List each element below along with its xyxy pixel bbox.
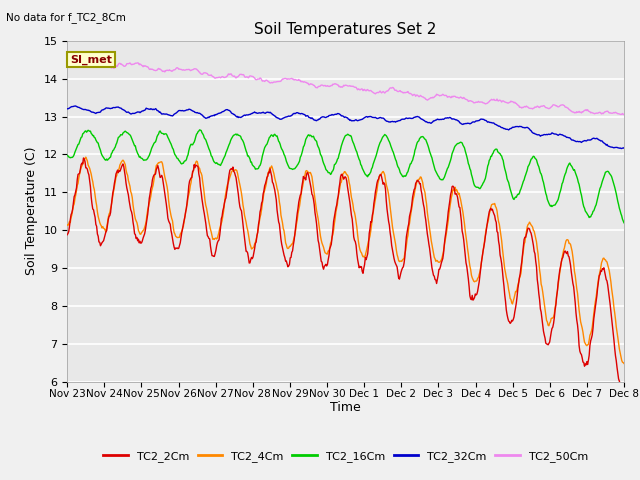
Text: No data for f_TC2_8Cm: No data for f_TC2_8Cm	[6, 12, 126, 23]
Title: Soil Temperatures Set 2: Soil Temperatures Set 2	[255, 22, 436, 37]
X-axis label: Time: Time	[330, 401, 361, 414]
Legend: TC2_2Cm, TC2_4Cm, TC2_16Cm, TC2_32Cm, TC2_50Cm: TC2_2Cm, TC2_4Cm, TC2_16Cm, TC2_32Cm, TC…	[99, 447, 593, 467]
Y-axis label: Soil Temperature (C): Soil Temperature (C)	[25, 147, 38, 276]
Text: SI_met: SI_met	[70, 54, 112, 65]
